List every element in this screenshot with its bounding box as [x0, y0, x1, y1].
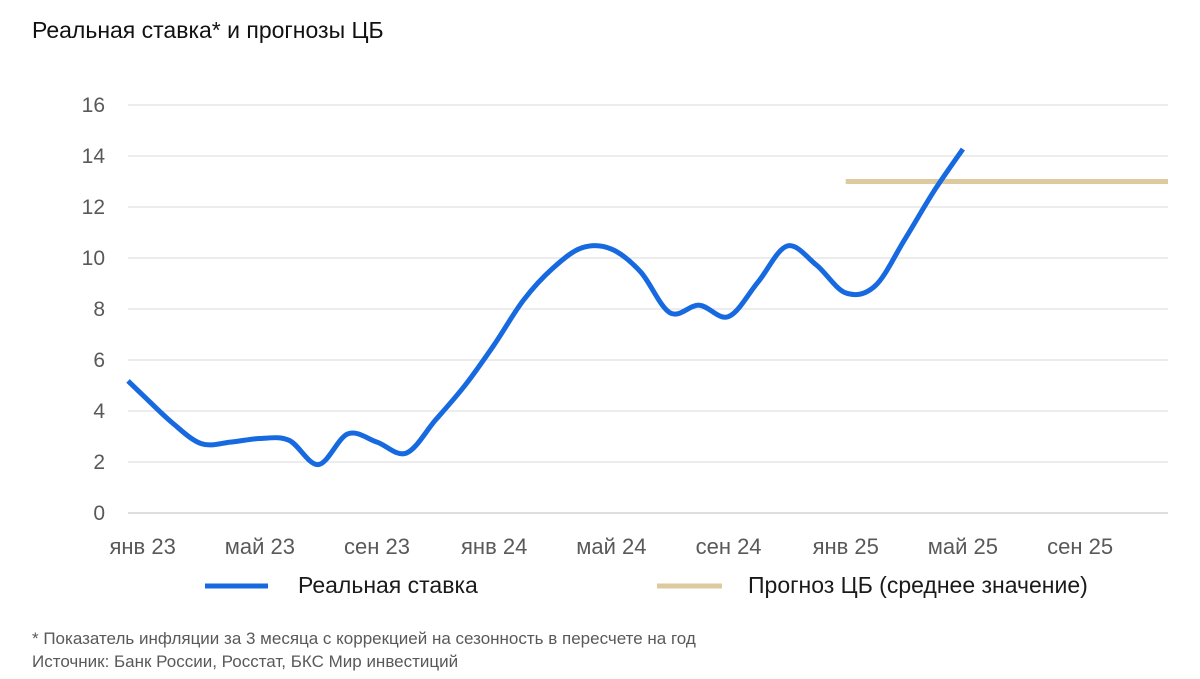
x-tick-label-4: май 24 [576, 534, 646, 559]
source-note: Источник: Банк России, Росстат, БКС Мир … [32, 652, 458, 671]
x-tick-label-3: янв 24 [461, 534, 527, 559]
chart-title: Реальная ставка* и прогнозы ЦБ [32, 17, 384, 43]
x-tick-label-1: май 23 [225, 534, 295, 559]
legend: Реальная ставка Прогноз ЦБ (среднее знач… [205, 572, 1088, 598]
legend-label-real-rate: Реальная ставка [298, 572, 478, 598]
x-tick-label-7: май 25 [928, 534, 998, 559]
x-axis-tick-labels: янв 23 май 23 сен 23 янв 24 май 24 сен 24 янв … [109, 534, 1113, 559]
x-tick-label-0: янв 23 [109, 534, 175, 559]
x-tick-label-2: сен 23 [344, 534, 410, 559]
y-tick-label-8: 8 [93, 298, 105, 321]
y-tick-label-6: 6 [93, 349, 105, 372]
y-tick-label-4: 4 [93, 400, 105, 423]
y-tick-label-16: 16 [82, 94, 105, 117]
x-tick-label-5: сен 24 [696, 534, 762, 559]
legend-label-cb-forecast: Прогноз ЦБ (среднее значение) [748, 572, 1088, 598]
series-line-real-rate [126, 147, 965, 468]
y-tick-label-2: 2 [93, 451, 105, 474]
x-tick-label-8: сен 25 [1047, 534, 1113, 559]
y-axis-tick-labels: 0 2 4 6 8 10 12 14 16 [82, 94, 106, 525]
y-tick-label-10: 10 [82, 247, 105, 270]
footnote: * Показатель инфляции за 3 месяца с корр… [32, 629, 696, 648]
gridlines [128, 104, 1168, 514]
y-tick-label-14: 14 [82, 145, 106, 168]
y-tick-label-12: 12 [82, 196, 105, 219]
y-tick-label-0: 0 [93, 502, 105, 525]
series-group [126, 147, 1168, 468]
x-tick-label-6: янв 25 [813, 534, 879, 559]
